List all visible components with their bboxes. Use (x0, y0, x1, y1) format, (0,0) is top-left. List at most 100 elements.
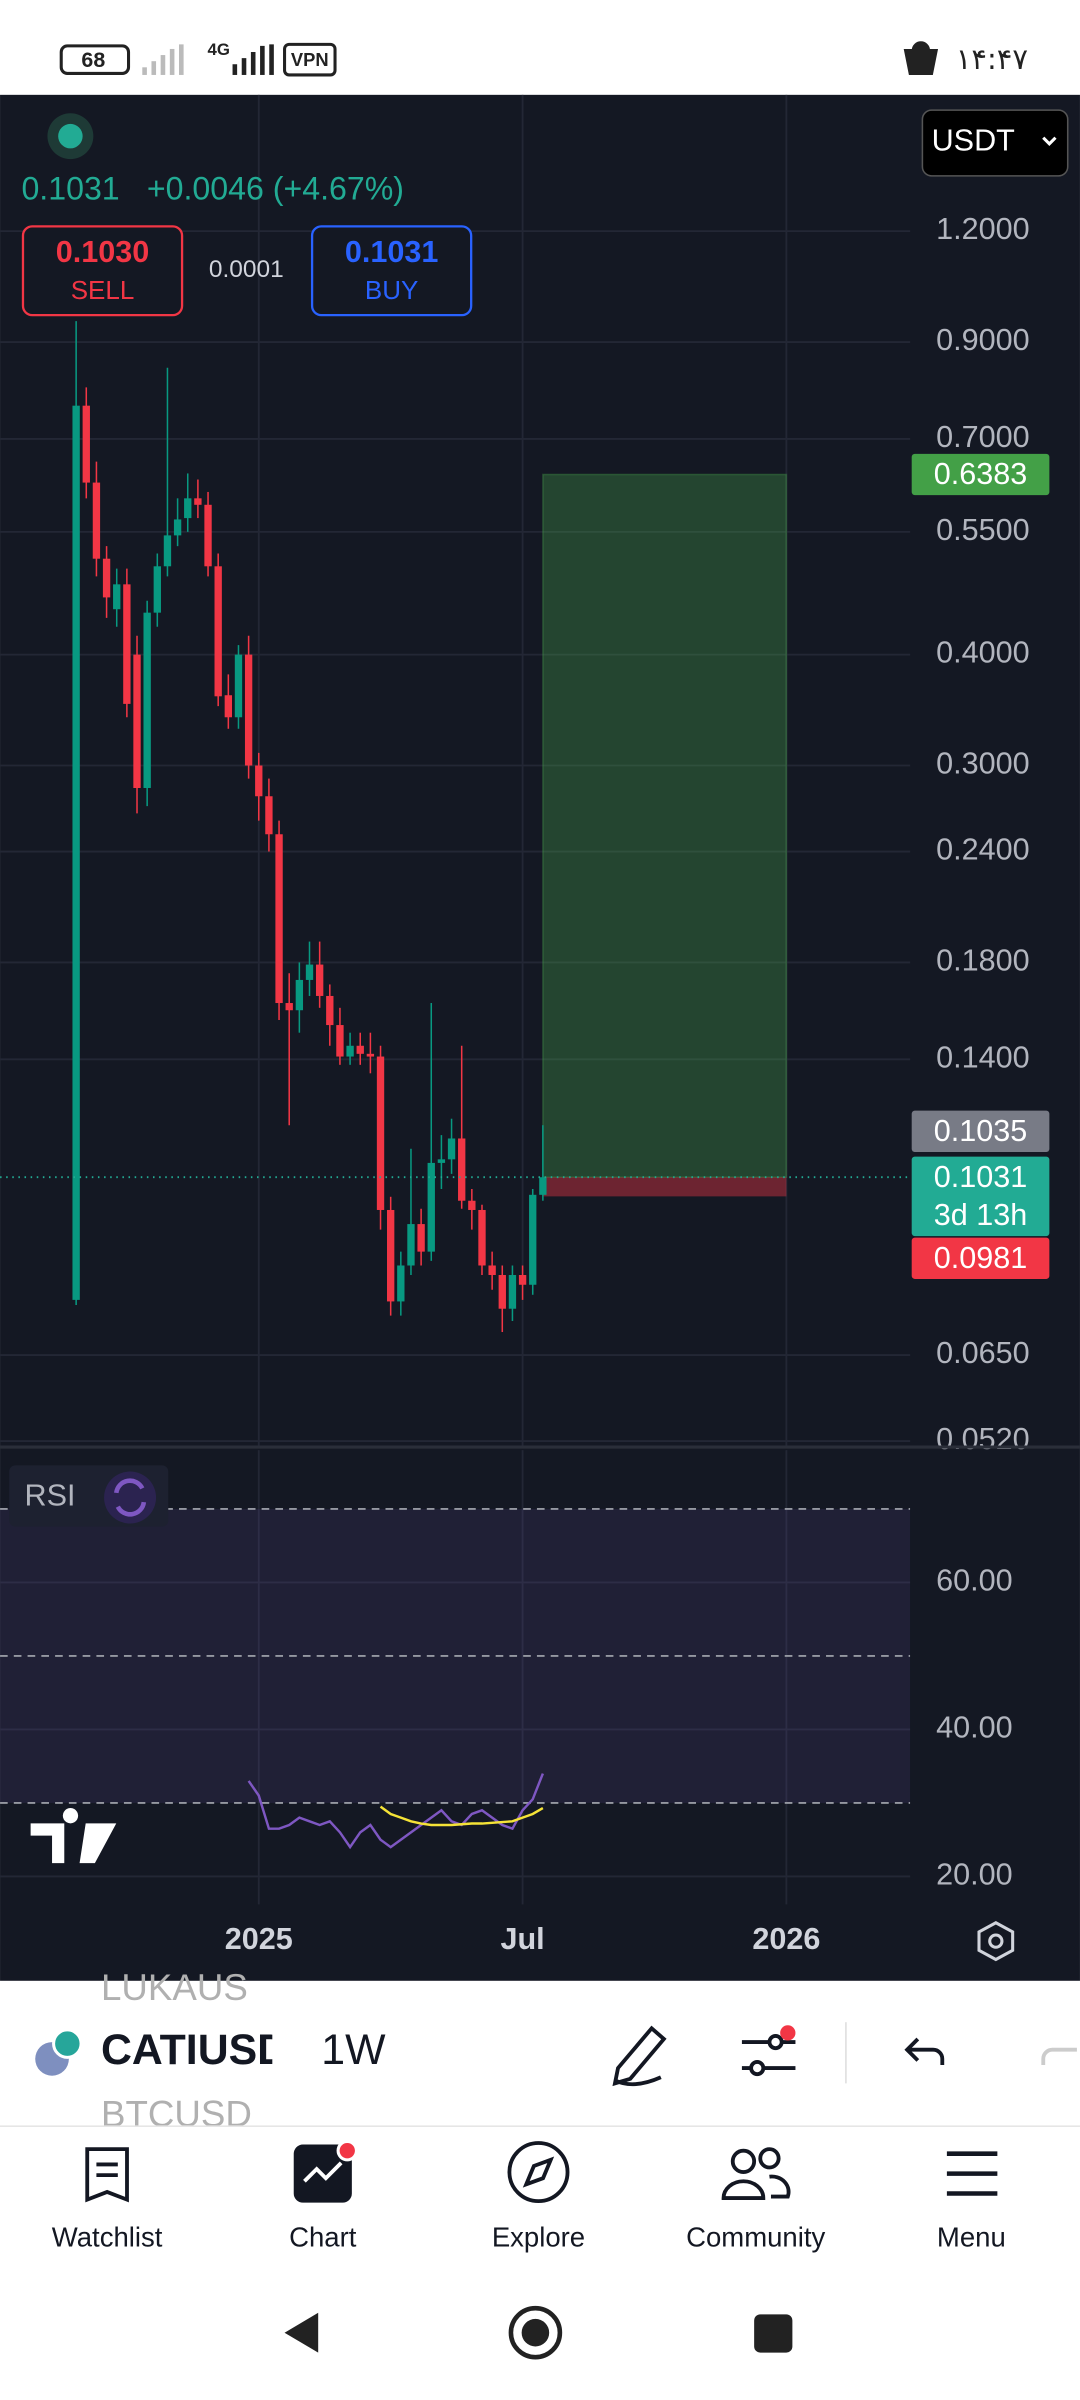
position-target (542, 473, 788, 1178)
android-recents[interactable] (754, 2314, 793, 2353)
indicator-icon-bg (104, 1471, 157, 1524)
price-badge (911, 453, 1050, 496)
undo[interactable] (904, 2037, 945, 2066)
settings-icon-dot (988, 1933, 1004, 1949)
vpn-label: VPN (291, 49, 329, 70)
android-home[interactable] (508, 2305, 563, 2360)
battery-level: 68 (81, 48, 105, 72)
y-tick-label: 0.5500 (936, 513, 1030, 547)
sell-label: SELL (71, 275, 135, 305)
x-tick-label: 2025 (225, 1922, 293, 1956)
buy-label: BUY (365, 275, 418, 305)
candle-body (356, 1045, 364, 1054)
price-badge-label: 0.0981 (934, 1241, 1028, 1275)
candle-body (123, 584, 131, 704)
candle-body (204, 504, 212, 567)
currency-select[interactable] (921, 109, 1069, 177)
y-tick-label: 0.3000 (936, 747, 1030, 781)
android-back[interactable] (284, 2312, 319, 2353)
nav-label[interactable]: Watchlist (52, 2222, 163, 2253)
y-tick-label: 0.7000 (936, 420, 1030, 454)
symbol-logo-quote (52, 2028, 83, 2059)
candle-body (437, 1159, 446, 1163)
buy-price: 0.1031 (345, 235, 439, 269)
indicator-title: RSI (25, 1479, 76, 1513)
symbol-prev[interactable]: LUKAUS (101, 1967, 248, 2008)
sell-button[interactable] (21, 225, 184, 317)
spread: 0.0001 (209, 256, 284, 283)
status-dot (58, 123, 83, 149)
price-badge-label: 0.6383 (934, 457, 1028, 491)
signal-weak (142, 44, 184, 75)
y-tick-label: 1.2000 (936, 212, 1030, 246)
countdown: 3d 13h (934, 1198, 1028, 1232)
candle-body (458, 1138, 466, 1201)
candle-body (427, 1162, 435, 1252)
battery (59, 44, 131, 75)
nav-label[interactable]: Explore (492, 2222, 585, 2253)
nav-label[interactable]: Chart (289, 2222, 357, 2253)
y-tick-label: 0.4000 (936, 636, 1030, 670)
sell-price: 0.1030 (56, 235, 150, 269)
price-badge (911, 1110, 1050, 1152)
candle-body (336, 1025, 344, 1057)
chart-area (0, 94, 1080, 1981)
indicator-icon (114, 1478, 147, 1517)
y-tick-label: 0.1800 (936, 943, 1030, 977)
candle-body (508, 1275, 517, 1309)
interval[interactable]: 1W (321, 2026, 386, 2074)
candle-body (275, 834, 283, 1004)
chevron (1042, 136, 1057, 146)
nav-label[interactable]: Menu (937, 2222, 1006, 2253)
buy-button[interactable] (310, 225, 473, 317)
nav-label[interactable]: Community (686, 2222, 825, 2253)
candle-body (194, 498, 202, 505)
candle-body (295, 979, 304, 1011)
y-tick-label: 0.9000 (936, 323, 1030, 357)
y-tick-label: 60.00 (936, 1563, 1013, 1597)
logo (30, 1808, 117, 1864)
position-stop (542, 1177, 787, 1197)
signal-strong (232, 44, 274, 75)
symbol-current[interactable]: CATIUSD (101, 2026, 288, 2074)
candle-body (92, 482, 101, 559)
watchlist-icon[interactable] (85, 2147, 129, 2203)
candles (0, 321, 911, 1333)
clock: ۱۴:۴۷ (956, 42, 1028, 76)
price-change: +0.0046 (+4.67%) (147, 171, 404, 207)
candle-body (163, 535, 172, 567)
candle-body (326, 995, 334, 1026)
price-badge (911, 1237, 1050, 1279)
candle-body (244, 654, 253, 766)
candle-body (387, 1209, 395, 1302)
candle-body (447, 1138, 456, 1160)
candle-body (102, 558, 111, 598)
menu-icon[interactable] (946, 2151, 998, 2196)
candle-body (113, 584, 121, 610)
currency: USDT (932, 123, 1015, 157)
symbol-next[interactable]: BTCUSD (101, 2094, 252, 2135)
chart-badge (336, 2139, 358, 2162)
candle-body (82, 405, 90, 483)
explore-icon[interactable] (507, 2141, 570, 2204)
network-type: 4G (208, 40, 230, 59)
candle-body (417, 1224, 425, 1252)
candle-body (539, 1177, 547, 1195)
y-tick-label: 0.0650 (936, 1336, 1030, 1370)
candle-body (488, 1265, 496, 1276)
chart-icon-line (303, 2161, 343, 2183)
community-icon[interactable] (721, 2147, 791, 2200)
redo[interactable] (1041, 2047, 1077, 2066)
price-badge-label: 0.1035 (934, 1114, 1028, 1148)
candle-body (285, 1003, 293, 1011)
candle-body (305, 964, 314, 980)
settings-icon[interactable] (977, 1921, 1015, 1962)
candle-body (529, 1194, 537, 1285)
y-tick-label: 0.2400 (936, 833, 1030, 867)
candle-body (265, 796, 273, 835)
candle-body (498, 1275, 506, 1309)
candle-body (407, 1224, 415, 1266)
candle-body (153, 566, 161, 613)
indicators-tool[interactable] (741, 2034, 796, 2077)
draw-tool[interactable] (612, 2025, 667, 2087)
